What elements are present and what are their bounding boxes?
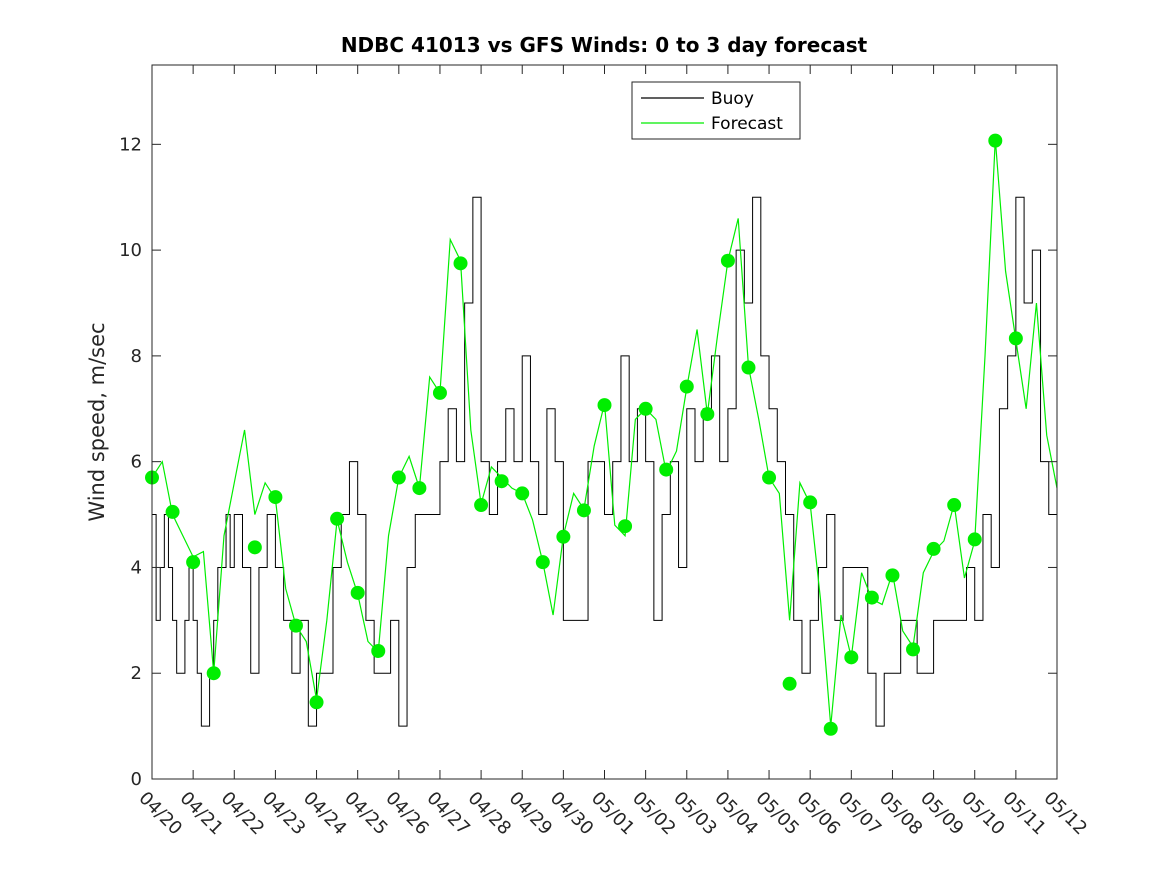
y-tick-label: 10 — [119, 240, 142, 261]
forecast-mean-point — [576, 503, 591, 518]
forecast-mean-point — [988, 133, 1003, 148]
forecast-mean-point — [186, 555, 201, 570]
x-tick-label: 05/02 — [628, 788, 680, 840]
x-tick-label: 04/30 — [546, 788, 598, 840]
forecast-mean-point — [535, 555, 550, 570]
x-tick-label: 04/29 — [505, 788, 557, 840]
forecast-mean-point — [474, 498, 489, 513]
y-tick-label: 6 — [131, 452, 142, 473]
plot-frame — [151, 64, 1058, 780]
forecast-mean-point — [371, 644, 386, 659]
x-tick-label: 04/21 — [176, 788, 228, 840]
legend-box — [631, 81, 801, 140]
legend-forecast-label: Forecast — [711, 114, 783, 134]
forecast-mean-point — [165, 504, 180, 519]
x-tick-label: 04/28 — [464, 788, 516, 840]
forecast-mean-point — [967, 532, 982, 547]
x-tick-label: 04/26 — [381, 788, 433, 840]
x-tick-label: 04/27 — [422, 788, 474, 840]
forecast-mean-point — [700, 407, 715, 422]
forecast-mean-point — [1008, 331, 1023, 346]
forecast-mean-point — [350, 585, 365, 600]
forecast-mean-point — [926, 541, 941, 556]
forecast-mean-point — [638, 401, 653, 416]
forecast-mean-point — [268, 490, 283, 505]
forecast-mean-point — [206, 666, 221, 681]
forecast-mean-point — [885, 568, 900, 583]
forecast-mean-point — [247, 540, 262, 555]
forecast-mean-point — [515, 486, 530, 501]
x-tick-label: 05/08 — [875, 788, 927, 840]
forecast-mean-point — [330, 511, 345, 526]
x-tick-label: 05/04 — [710, 788, 762, 840]
forecast-mean-point — [803, 495, 818, 510]
y-tick-label: 4 — [131, 557, 142, 578]
forecast-mean-point — [947, 498, 962, 513]
forecast-mean-point — [720, 253, 735, 268]
forecast-mean-point — [864, 590, 879, 605]
forecast-mean-point — [659, 462, 674, 477]
forecast-mean-point — [741, 360, 756, 375]
x-tick-label: 05/01 — [587, 788, 639, 840]
forecast-mean-point — [453, 256, 468, 271]
x-tick-label: 05/09 — [916, 788, 968, 840]
forecast-mean-point — [309, 695, 324, 710]
forecast-mean-point — [762, 470, 777, 485]
x-tick-label: 05/06 — [793, 788, 845, 840]
x-tick-label: 04/24 — [299, 788, 351, 840]
plot-background — [152, 65, 1057, 779]
chart-title: NDBC 41013 vs GFS Winds: 0 to 3 day fore… — [341, 33, 868, 57]
forecast-mean-point — [823, 721, 838, 736]
forecast-mean-point — [432, 385, 447, 400]
y-axis-label: Wind speed, m/sec — [85, 322, 109, 521]
forecast-mean-point — [844, 650, 859, 665]
x-tick-label: 04/22 — [217, 788, 269, 840]
y-tick-label: 8 — [131, 346, 142, 367]
forecast-mean-point — [782, 676, 797, 691]
forecast-mean-point — [906, 642, 921, 657]
forecast-mean-point — [597, 398, 612, 413]
x-tick-label: 04/23 — [258, 788, 310, 840]
legend: Buoy Forecast — [631, 81, 801, 140]
y-tick-label: 0 — [131, 769, 142, 790]
series-layer — [145, 133, 1058, 736]
x-tick-label: 05/05 — [752, 788, 804, 840]
legend-buoy-label: Buoy — [711, 89, 754, 109]
forecast-mean-point — [494, 474, 509, 489]
x-tick-label: 05/07 — [834, 788, 886, 840]
forecast-mean-point — [679, 379, 694, 394]
x-tick-label: 05/12 — [1039, 788, 1091, 840]
forecast-mean-point — [391, 470, 406, 485]
x-tick-label: 05/11 — [998, 788, 1050, 840]
forecast-mean-point — [618, 519, 633, 534]
y-tick-label: 2 — [131, 663, 142, 684]
x-tick-label: 05/10 — [957, 788, 1009, 840]
x-tick-label: 05/03 — [669, 788, 721, 840]
x-tick-label: 04/25 — [340, 788, 392, 840]
y-tick-label: 12 — [119, 134, 142, 155]
forecast-mean-point — [556, 529, 571, 544]
x-tick-label: 04/20 — [134, 788, 186, 840]
buoy-series-line — [152, 196, 1058, 727]
forecast-mean-point — [288, 618, 303, 633]
forecast-mean-point — [412, 481, 427, 496]
